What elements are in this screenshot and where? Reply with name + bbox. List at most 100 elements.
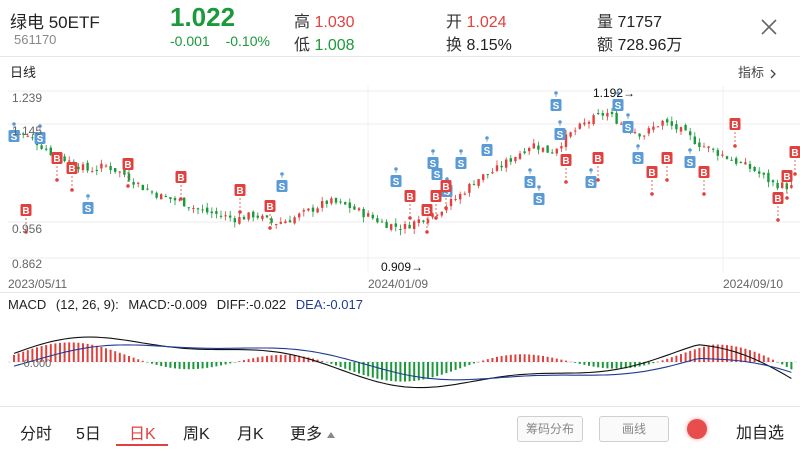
- tab-more[interactable]: 更多: [290, 420, 336, 444]
- candle-body: [578, 123, 581, 129]
- marker-dot: [688, 148, 692, 152]
- record-dot-icon[interactable]: [687, 419, 707, 439]
- dea-line: [13, 344, 792, 381]
- marker-box: [729, 118, 741, 130]
- kline-section-label: 日线: [10, 65, 37, 80]
- high-label: 高: [294, 14, 311, 31]
- marker-box: [550, 99, 562, 111]
- tab-5day[interactable]: 5日: [76, 426, 101, 443]
- macd-bar: [49, 344, 52, 362]
- draw-line-button[interactable]: 画线: [599, 416, 669, 442]
- price-change: -0.001 -0.10%: [170, 33, 282, 49]
- tab-timeshare[interactable]: 分时: [20, 426, 53, 443]
- macd-bar: [293, 355, 296, 362]
- macd-bar: [753, 351, 756, 362]
- candle-body: [785, 183, 788, 190]
- marker-letter: B: [791, 148, 798, 159]
- stock-code: 561170: [14, 32, 57, 47]
- tab-month-k[interactable]: 月K: [237, 426, 264, 443]
- macd-bar: [215, 362, 218, 367]
- close-icon[interactable]: [760, 18, 778, 36]
- macd-bar: [652, 362, 655, 364]
- candle-body: [675, 124, 678, 130]
- macd-bar: [201, 362, 204, 369]
- macd-bar: [698, 348, 701, 362]
- candle-body: [615, 112, 618, 124]
- candle-body: [155, 192, 158, 198]
- macd-bar: [141, 360, 144, 362]
- marker-dot: [459, 149, 463, 153]
- candle-body: [652, 126, 655, 130]
- marker-dot: [280, 172, 284, 176]
- buy-marker: B: [66, 162, 78, 192]
- candle-body: [597, 113, 600, 115]
- buy-marker: B: [646, 166, 658, 196]
- marker-box: [82, 202, 94, 214]
- macd-bar: [643, 362, 646, 366]
- macd-bar: [684, 352, 687, 362]
- add-watchlist-button[interactable]: 加自选: [736, 425, 785, 442]
- candle-body: [477, 179, 480, 186]
- marker-box: [276, 180, 288, 192]
- candle-body: [224, 215, 227, 217]
- tab-day-k[interactable]: 日K: [129, 426, 156, 443]
- marker-dot: [408, 216, 412, 220]
- macd-bar: [588, 362, 590, 366]
- macd-bar: [404, 362, 406, 382]
- macd-bar: [413, 362, 416, 381]
- candle-body: [201, 209, 204, 211]
- marker-letter: S: [430, 159, 437, 170]
- macd-bar: [229, 362, 232, 364]
- candle-body: [81, 164, 85, 171]
- active-tab-indicator: [116, 444, 168, 446]
- candle-body: [256, 215, 259, 218]
- kline-candles: [12, 107, 793, 236]
- macd-bar: [118, 352, 121, 362]
- candle-body: [643, 135, 646, 137]
- candle-body: [91, 171, 94, 173]
- indicator-button[interactable]: 指标: [738, 62, 778, 81]
- marker-box: [684, 156, 696, 168]
- buy-marker: B: [592, 152, 604, 182]
- macd-bar: [661, 360, 664, 362]
- macd-bar: [45, 345, 48, 362]
- marker-letter: S: [615, 101, 622, 112]
- candle-body: [22, 133, 25, 135]
- macd-bar: [22, 351, 25, 362]
- macd-bar: [500, 356, 503, 362]
- macd-bar: [785, 362, 788, 367]
- marker-box: [622, 121, 634, 133]
- macd-bar: [238, 361, 241, 362]
- marker-box: [51, 152, 63, 164]
- macd-bar: [772, 359, 774, 362]
- candle-body: [505, 159, 508, 168]
- candle-body: [574, 130, 577, 132]
- candle-body: [661, 120, 664, 126]
- chip-distribution-button[interactable]: 筹码分布: [517, 416, 583, 442]
- candle-body: [380, 221, 384, 223]
- macd-bar: [77, 342, 80, 362]
- marker-box: [431, 168, 443, 180]
- macd-bar: [542, 355, 544, 362]
- macd-bar: [109, 349, 112, 362]
- macd-chart[interactable]: -0.000: [0, 314, 800, 406]
- sell-marker: S: [612, 91, 624, 112]
- macd-bar: [620, 362, 623, 369]
- candle-body: [693, 136, 696, 145]
- marker-dot: [394, 167, 398, 171]
- x-tick-mid: 2024/01/09: [368, 277, 428, 290]
- candle-body: [712, 148, 715, 150]
- marker-dot: [24, 230, 28, 234]
- candle-body: [26, 135, 29, 137]
- tab-week-k[interactable]: 周K: [183, 426, 210, 443]
- macd-bar: [703, 346, 705, 362]
- macd-bar: [54, 343, 57, 362]
- macd-bar: [454, 362, 457, 370]
- buy-marker: B: [264, 200, 276, 230]
- diff-value: DIFF:-0.022: [216, 297, 287, 312]
- candle-body: [403, 223, 407, 229]
- macd-bar: [463, 362, 466, 367]
- marker-letter: S: [588, 178, 595, 189]
- marker-dot: [616, 91, 620, 95]
